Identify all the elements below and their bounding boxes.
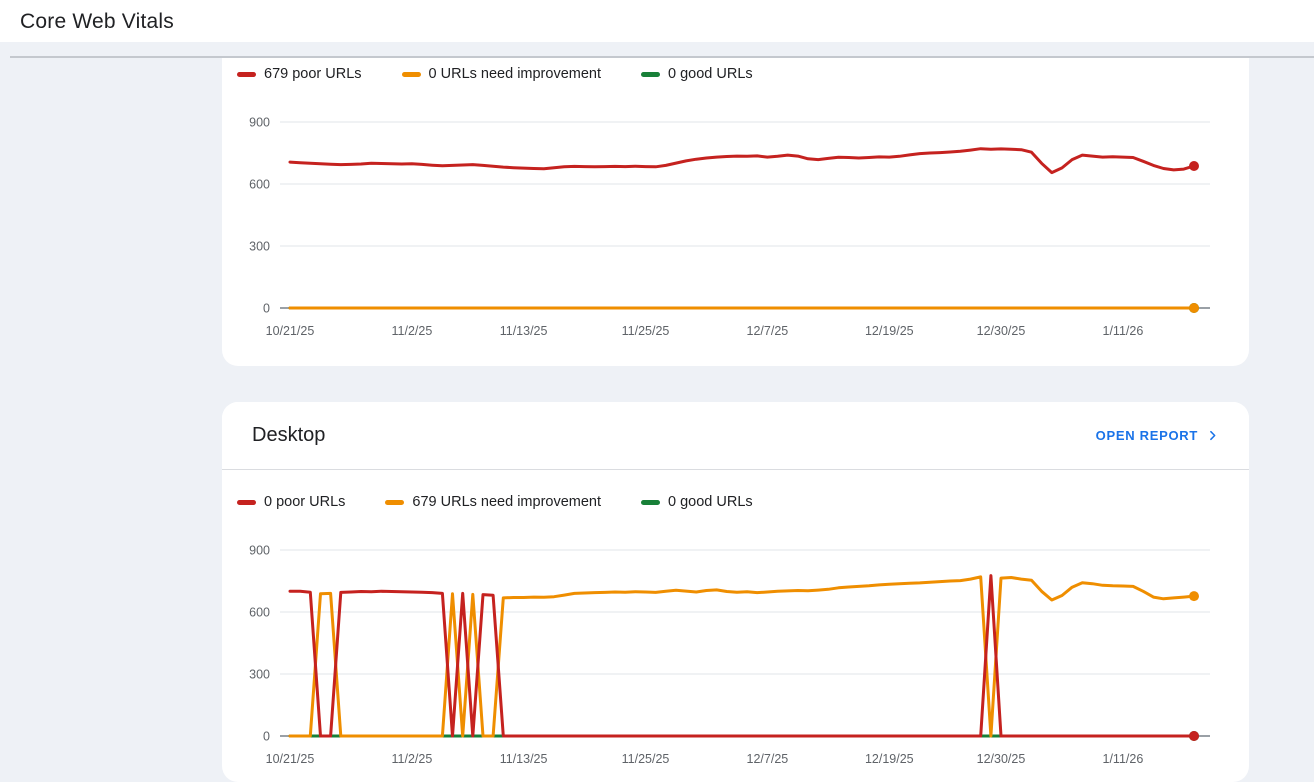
- svg-text:11/25/25: 11/25/25: [622, 324, 670, 338]
- svg-text:12/30/25: 12/30/25: [977, 752, 1026, 766]
- legend-item-good[interactable]: 0 good URLs: [641, 494, 753, 510]
- legend-item-poor[interactable]: 679 poor URLs: [237, 66, 362, 82]
- desktop-card: 0 300 600 900 10/21/25 11/2/25 11/13/25 11/25/2…: [222, 402, 1249, 782]
- svg-text:12/19/25: 12/19/25: [865, 324, 914, 338]
- open-report-link[interactable]: OPEN REPORT: [1096, 428, 1219, 443]
- legend-item-poor[interactable]: 0 poor URLs: [237, 494, 345, 510]
- svg-text:11/13/25: 11/13/25: [500, 324, 548, 338]
- poor-series-dash: [237, 499, 256, 505]
- open-report-label: OPEN REPORT: [1095, 428, 1198, 443]
- needs-improvement-series-dash: [401, 71, 421, 77]
- legend-label: 679 poor URLs: [264, 66, 362, 82]
- svg-text:900: 900: [249, 544, 270, 558]
- svg-text:10/21/25: 10/21/25: [266, 752, 315, 766]
- chevron-right-icon: [1210, 430, 1216, 441]
- svg-text:10/21/25: 10/21/25: [266, 324, 315, 338]
- svg-text:1/11/26: 1/11/26: [1103, 752, 1144, 766]
- svg-text:300: 300: [249, 240, 270, 254]
- line-chart[interactable]: 0 300 600 900 10/21/25 11/2/25 11/13/25 11/25/2…: [222, 402, 1249, 782]
- good-series-dash: [641, 71, 661, 77]
- poor-series-dash: [237, 71, 256, 77]
- legend-label: 0 URLs need improvement: [428, 66, 602, 82]
- legend-item-good[interactable]: 0 good URLs: [641, 66, 753, 82]
- legend-label: 0 poor URLs: [264, 494, 346, 510]
- card-header: Desktop OPEN REPORT: [222, 402, 1249, 470]
- svg-text:1/11/26: 1/11/26: [1103, 324, 1144, 338]
- svg-text:12/30/25: 12/30/25: [977, 324, 1026, 338]
- legend-item-needs-improvement[interactable]: 0 URLs need improvement: [401, 66, 602, 82]
- legend-label: 0 good URLs: [668, 66, 753, 82]
- svg-text:300: 300: [249, 668, 270, 682]
- line-chart[interactable]: 0 300 600 900 10/21/25 11/2/25 11/13/25 11/25/2…: [222, 58, 1249, 366]
- svg-text:12/7/25: 12/7/25: [747, 752, 789, 766]
- svg-text:900: 900: [249, 116, 270, 130]
- svg-text:11/2/25: 11/2/25: [392, 324, 433, 338]
- svg-text:0: 0: [263, 302, 270, 316]
- header-divider: [10, 56, 1314, 58]
- svg-text:11/13/25: 11/13/25: [500, 752, 548, 766]
- svg-text:11/25/25: 11/25/25: [622, 752, 670, 766]
- legend-label: 0 good URLs: [668, 494, 753, 510]
- svg-text:12/7/25: 12/7/25: [747, 324, 789, 338]
- good-series-dash: [641, 499, 661, 505]
- svg-text:0: 0: [263, 730, 270, 744]
- page-title: Core Web Vitals: [20, 10, 174, 33]
- page-header: Core Web Vitals: [0, 0, 1314, 42]
- card-title: Desktop: [252, 424, 326, 446]
- svg-text:12/19/25: 12/19/25: [865, 752, 914, 766]
- legend-item-needs-improvement[interactable]: 679 URLs need improvement: [385, 494, 601, 510]
- legend-label: 679 URLs need improvement: [412, 494, 602, 510]
- needs-improvement-series-dash: [385, 499, 405, 505]
- svg-text:600: 600: [249, 178, 270, 192]
- svg-text:600: 600: [249, 606, 270, 620]
- chart-legend: 679 poor URLs 0 URLs need improvement 0 …: [237, 66, 753, 82]
- device-card-partial: 0 300 600 900 10/21/25 11/2/25 11/13/25 11/25/2…: [222, 58, 1249, 366]
- chart-legend: 0 poor URLs 679 URLs need improvement 0 …: [237, 494, 753, 510]
- svg-text:11/2/25: 11/2/25: [392, 752, 433, 766]
